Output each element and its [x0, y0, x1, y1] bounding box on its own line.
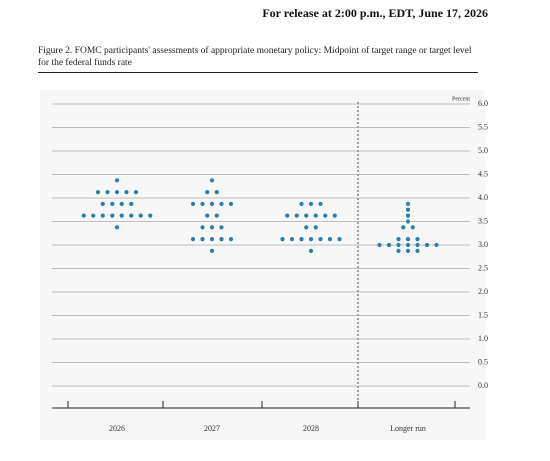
dot [337, 237, 342, 242]
x-tick-label: 2027 [204, 424, 220, 433]
dot [294, 213, 299, 218]
dot [332, 213, 337, 218]
dot [405, 219, 411, 224]
dot [308, 237, 314, 242]
dot [299, 201, 304, 206]
y-tick-label: 2.5 [478, 263, 488, 272]
dot [119, 201, 124, 206]
dot [100, 213, 105, 218]
dot [214, 213, 219, 218]
dot [214, 190, 219, 195]
dot [405, 201, 411, 206]
dot [401, 225, 406, 230]
dot [308, 201, 314, 206]
dot [200, 225, 205, 230]
dot [200, 237, 205, 242]
dot [405, 242, 411, 248]
dot [424, 242, 430, 248]
dot [434, 242, 439, 248]
dot [105, 190, 110, 195]
dot [209, 248, 215, 253]
dot [318, 201, 323, 206]
dot [228, 201, 234, 206]
y-tick-label: 4.5 [478, 169, 488, 178]
dot [209, 178, 215, 183]
dot [129, 201, 134, 206]
dot [219, 201, 224, 206]
dot [114, 190, 120, 195]
dot [285, 213, 290, 218]
dot [91, 213, 96, 218]
y-tick-label: 2.0 [478, 287, 488, 296]
dot [124, 190, 129, 195]
dot [114, 225, 120, 230]
dot [209, 225, 215, 230]
dot [138, 213, 143, 218]
dot [190, 237, 196, 242]
x-tick-label: 2026 [109, 424, 125, 433]
dot [95, 190, 101, 195]
dot [313, 225, 318, 230]
chart-title: Figure 2. FOMC participants' assessments… [38, 45, 478, 73]
dot [327, 237, 333, 242]
dot [396, 237, 401, 242]
dot [396, 242, 401, 248]
dot [377, 242, 382, 248]
dot [313, 213, 318, 218]
release-note: For release at 2:00 p.m., EDT, June 17, … [262, 6, 488, 20]
y-tick-label: 5.0 [478, 146, 488, 155]
dot [405, 207, 411, 212]
dot [100, 201, 105, 206]
dot [415, 242, 420, 248]
y-tick-label: 4.0 [478, 193, 488, 202]
dot [415, 237, 420, 242]
plot-background [40, 90, 485, 440]
dot [200, 201, 205, 206]
dot [415, 248, 420, 253]
dot [119, 213, 124, 218]
dot [289, 237, 295, 242]
y-tick-label: 6.0 [478, 99, 488, 108]
y-tick-label: 3.0 [478, 240, 488, 249]
dot [114, 178, 120, 183]
y-tick-label: 0.0 [478, 381, 488, 390]
dot [129, 213, 134, 218]
dot [219, 237, 224, 242]
dot [304, 213, 309, 218]
dot [405, 237, 411, 242]
dot [410, 225, 415, 230]
dot [219, 225, 224, 230]
dot [228, 237, 234, 242]
dot [386, 242, 392, 248]
dot [405, 213, 411, 218]
dot [110, 213, 115, 218]
dot [209, 237, 215, 242]
dot [280, 237, 285, 242]
dot [81, 213, 86, 218]
dot [148, 213, 153, 218]
dot [304, 225, 309, 230]
y-tick-label: 1.5 [478, 310, 488, 319]
dot [396, 248, 401, 253]
dot [190, 201, 196, 206]
dot [299, 237, 304, 242]
x-tick-label: Longer run [390, 424, 426, 433]
dot [133, 190, 139, 195]
y-axis-label: Percent [452, 96, 470, 102]
dot [318, 237, 323, 242]
dot [205, 190, 210, 195]
dot [308, 248, 314, 253]
x-tick-label: 2028 [303, 424, 319, 433]
dot [405, 248, 411, 253]
y-tick-label: 1.0 [478, 334, 488, 343]
dot [323, 213, 328, 218]
y-tick-label: 5.5 [478, 122, 488, 131]
y-tick-label: 0.5 [478, 357, 488, 366]
dot [209, 201, 215, 206]
dot [110, 201, 115, 206]
y-tick-label: 3.5 [478, 216, 488, 225]
dot [205, 213, 210, 218]
